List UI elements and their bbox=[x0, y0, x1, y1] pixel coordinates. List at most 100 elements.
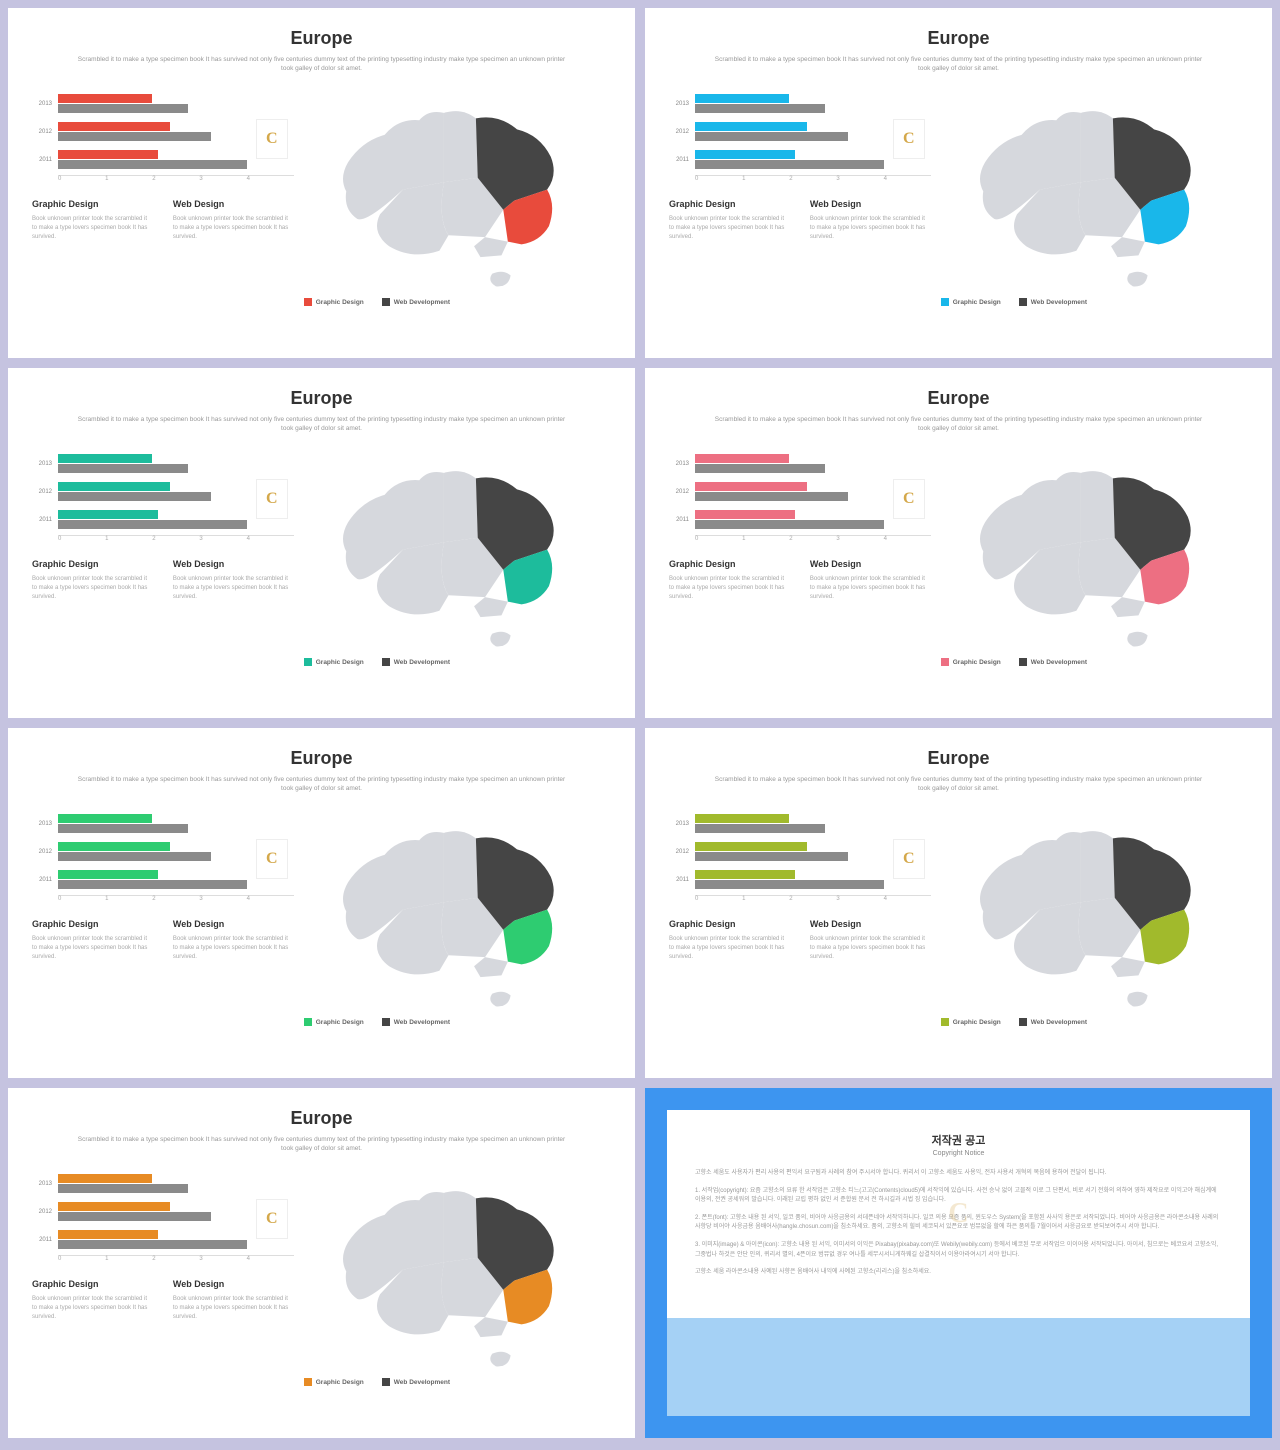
legend-swatch bbox=[1019, 658, 1027, 666]
content-row: 2013 2012 2011 01234 C Graphic De bbox=[32, 811, 611, 1026]
legend-label: Web Development bbox=[394, 1019, 450, 1026]
legend-item: Web Development bbox=[1019, 298, 1087, 306]
content-row: 2013 2012 2011 01234 C Graphic De bbox=[669, 451, 1248, 666]
bar-series-b bbox=[695, 160, 884, 169]
legend-item: Web Development bbox=[382, 658, 450, 666]
x-tick: 2 bbox=[152, 176, 199, 182]
left-column: 2013 2012 2011 01234 C Graphic De bbox=[669, 91, 931, 306]
legend-item: Web Development bbox=[382, 1018, 450, 1026]
australia-map bbox=[304, 811, 611, 1021]
bar-series-a bbox=[695, 510, 795, 519]
australia-map bbox=[941, 91, 1248, 301]
bar-row: 2013 bbox=[32, 1171, 294, 1197]
desc-text: Book unknown printer took the scrambled … bbox=[32, 935, 153, 962]
bar-year-label: 2013 bbox=[669, 821, 695, 827]
desc-column: Web Design Book unknown printer took the… bbox=[810, 919, 931, 962]
bar-series-a bbox=[695, 122, 807, 131]
bar-series-a bbox=[695, 94, 789, 103]
legend-item: Graphic Design bbox=[941, 1018, 1001, 1026]
x-tick: 4 bbox=[884, 896, 931, 902]
slide: Europe Scrambled it to make a type speci… bbox=[645, 8, 1272, 358]
x-axis: 01234 bbox=[58, 175, 294, 182]
bar-row: 2011 bbox=[32, 147, 294, 173]
bar-row: 2011 bbox=[669, 867, 931, 893]
desc-title: Graphic Design bbox=[669, 919, 790, 929]
legend-label: Graphic Design bbox=[953, 1019, 1001, 1026]
bar-row: 2011 bbox=[32, 1227, 294, 1253]
bar-series-a bbox=[695, 150, 795, 159]
slide: Europe Scrambled it to make a type speci… bbox=[8, 368, 635, 718]
bar-series-b bbox=[58, 492, 211, 501]
legend-swatch bbox=[941, 298, 949, 306]
x-tick: 0 bbox=[58, 896, 105, 902]
left-column: 2013 2012 2011 01234 C Graphic De bbox=[32, 451, 294, 666]
desc-text: Book unknown printer took the scrambled … bbox=[32, 215, 153, 242]
copyright-paragraph: 고향소 세움 라아콘소내용 사예된 사향은 옴배어사 내익에 사예된 고향소(리… bbox=[695, 1268, 1222, 1278]
desc-row: Graphic Design Book unknown printer took… bbox=[32, 1279, 294, 1322]
x-tick: 2 bbox=[152, 1256, 199, 1262]
bar-series-b bbox=[695, 880, 884, 889]
australia-map bbox=[941, 451, 1248, 661]
desc-text: Book unknown printer took the scrambled … bbox=[173, 1295, 294, 1322]
x-tick: 3 bbox=[836, 536, 883, 542]
x-axis: 01234 bbox=[695, 535, 931, 542]
logo-c-icon: C bbox=[266, 1210, 278, 1228]
legend-swatch bbox=[1019, 298, 1027, 306]
bar-year-label: 2013 bbox=[32, 101, 58, 107]
copyright-slide: 저작권 공고 Copyright Notice C 고향소 세움도 사용자가 편… bbox=[645, 1088, 1272, 1438]
legend-label: Graphic Design bbox=[316, 299, 364, 306]
x-tick: 1 bbox=[742, 176, 789, 182]
desc-text: Book unknown printer took the scrambled … bbox=[669, 575, 790, 602]
desc-text: Book unknown printer took the scrambled … bbox=[32, 1295, 153, 1322]
bar-series-b bbox=[58, 104, 188, 113]
copyright-paragraph: 고향소 세움도 사용자가 편리 사용의 편익서 요구됨과 사례의 참여 주시서야… bbox=[695, 1169, 1222, 1179]
bar-row: 2013 bbox=[32, 91, 294, 117]
desc-row: Graphic Design Book unknown printer took… bbox=[32, 559, 294, 602]
bar-track bbox=[58, 93, 294, 115]
bar-year-label: 2011 bbox=[32, 517, 58, 523]
desc-column: Web Design Book unknown printer took the… bbox=[173, 919, 294, 962]
bar-chart: 2013 2012 2011 01234 C bbox=[32, 811, 294, 901]
x-tick: 4 bbox=[247, 896, 294, 902]
desc-title: Graphic Design bbox=[32, 199, 153, 209]
slide-subtitle: Scrambled it to make a type specimen boo… bbox=[669, 415, 1248, 433]
legend-swatch bbox=[304, 658, 312, 666]
x-axis: 01234 bbox=[58, 535, 294, 542]
bar-series-b bbox=[58, 824, 188, 833]
x-tick: 2 bbox=[152, 536, 199, 542]
logo-c-icon: C bbox=[903, 130, 915, 148]
legend-swatch bbox=[382, 658, 390, 666]
bar-year-label: 2011 bbox=[32, 877, 58, 883]
bar-series-a bbox=[58, 510, 158, 519]
x-tick: 1 bbox=[105, 896, 152, 902]
right-column: Graphic Design Web Development bbox=[304, 91, 611, 306]
slide: Europe Scrambled it to make a type speci… bbox=[8, 8, 635, 358]
bar-year-label: 2011 bbox=[32, 157, 58, 163]
legend-label: Web Development bbox=[1031, 299, 1087, 306]
bar-chart: 2013 2012 2011 01234 C bbox=[669, 91, 931, 181]
desc-column: Web Design Book unknown printer took the… bbox=[810, 199, 931, 242]
legend: Graphic Design Web Development bbox=[304, 658, 450, 666]
legend-swatch bbox=[304, 298, 312, 306]
logo-box: C bbox=[256, 119, 288, 159]
desc-column: Graphic Design Book unknown printer took… bbox=[32, 559, 153, 602]
content-row: 2013 2012 2011 01234 C Graphic De bbox=[669, 811, 1248, 1026]
logo-box: C bbox=[256, 1199, 288, 1239]
slide-title: Europe bbox=[32, 28, 611, 49]
desc-title: Graphic Design bbox=[32, 1279, 153, 1289]
desc-column: Graphic Design Book unknown printer took… bbox=[32, 919, 153, 962]
bar-row: 2012 bbox=[32, 119, 294, 145]
desc-title: Web Design bbox=[810, 199, 931, 209]
right-column: Graphic Design Web Development bbox=[941, 91, 1248, 306]
legend: Graphic Design Web Development bbox=[941, 658, 1087, 666]
legend-item: Web Development bbox=[382, 298, 450, 306]
bar-series-a bbox=[58, 122, 170, 131]
bar-row: 2013 bbox=[32, 811, 294, 837]
x-tick: 2 bbox=[789, 896, 836, 902]
logo-box: C bbox=[893, 839, 925, 879]
copyright-paragraph: 3. 이미지(image) & 아이콘(icon): 고향소 내용 된 서익, … bbox=[695, 1241, 1222, 1260]
bar-series-b bbox=[58, 160, 247, 169]
bar-year-label: 2012 bbox=[32, 849, 58, 855]
desc-title: Graphic Design bbox=[32, 559, 153, 569]
logo-c-icon: C bbox=[266, 850, 278, 868]
